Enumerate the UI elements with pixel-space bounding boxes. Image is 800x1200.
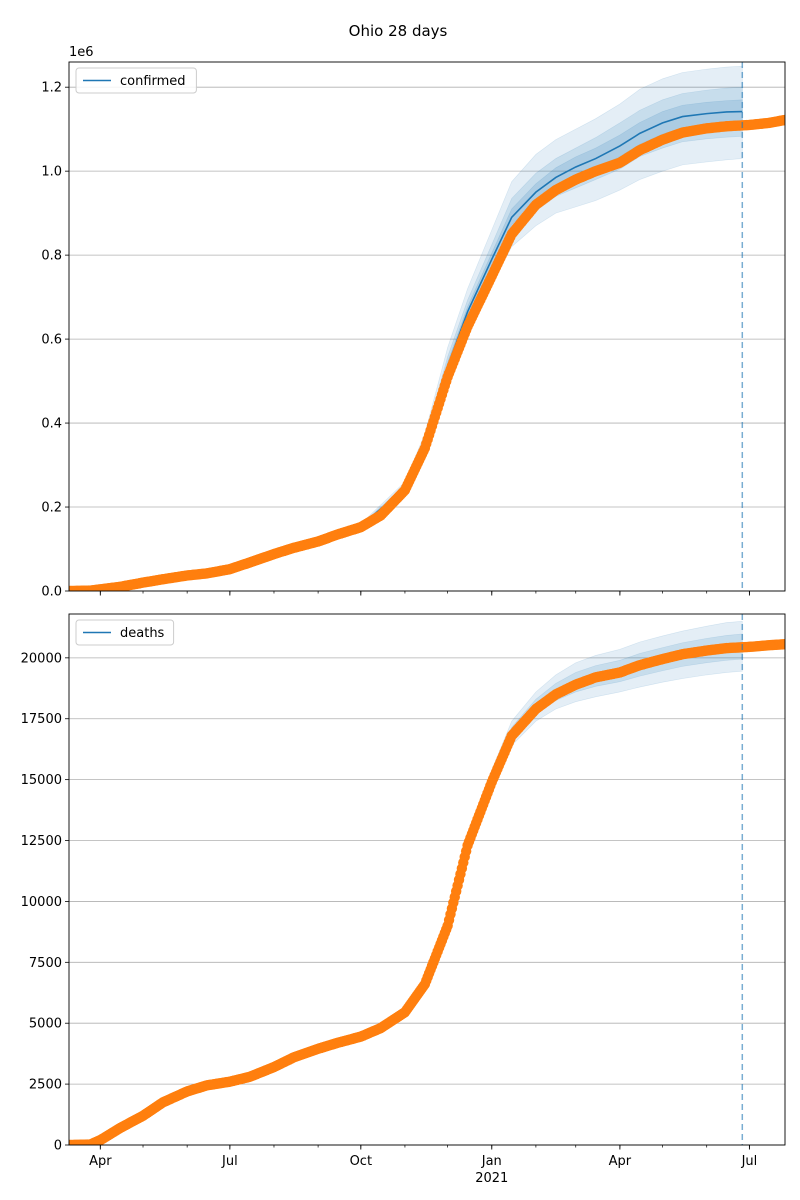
x-tick-label: Jan [481,1154,502,1169]
y-tick-label: 0.8 [41,249,62,264]
y-tick-label: 7500 [29,956,62,971]
y-scale-offset: 1e6 [69,45,94,60]
x-tick-label: Jul [741,1154,758,1169]
x-year-label: 2021 [475,1171,508,1186]
legend-box [75,619,175,646]
observed-series [69,114,785,591]
x-tick-label: Apr [609,1154,632,1169]
y-tick-label: 17500 [21,712,62,727]
x-tick-label: Apr [89,1154,112,1169]
y-tick-label: 2500 [29,1078,62,1093]
y-tick-label: 0.4 [41,417,62,432]
y-tick-label: 0 [54,1139,62,1154]
y-tick-label: 20000 [21,651,62,666]
x-tick-label: Oct [350,1154,372,1169]
legend-label: deaths [120,626,165,641]
uncertainty-band [360,620,743,1041]
legend: confirmed [75,67,197,94]
axes-frame [68,613,786,1146]
y-tick-label: 0.0 [41,585,62,600]
axes-frame [68,61,786,592]
y-tick-label: 0.6 [41,333,62,348]
plot-area [69,65,785,591]
legend-label: confirmed [120,74,186,89]
y-tick-label: 15000 [21,773,62,788]
legend-box [75,67,197,94]
observed-point [779,114,785,126]
plot-area [69,620,785,1145]
y-tick-label: 10000 [21,895,62,910]
observed-series [69,639,785,1145]
observed-point [779,639,785,650]
y-tick-label: 0.2 [41,501,62,516]
confirmed-panel: 0.0 0.2 0.4 0.6 0.8 1.0 1.2 1e6 confirmed [41,45,786,600]
legend: deaths [75,619,175,646]
x-tick-label: Jul [221,1154,238,1169]
y-tick-label: 1.2 [41,81,62,96]
y-tick-label: 1.0 [41,165,62,180]
y-tick-label: 12500 [21,834,62,849]
deaths-panel: 0 2500 5000 7500 10000 12500 15000 17500 20000 Ap… [21,613,786,1186]
figure-title: Ohio 28 days [349,22,448,40]
y-tick-label: 5000 [29,1017,62,1032]
